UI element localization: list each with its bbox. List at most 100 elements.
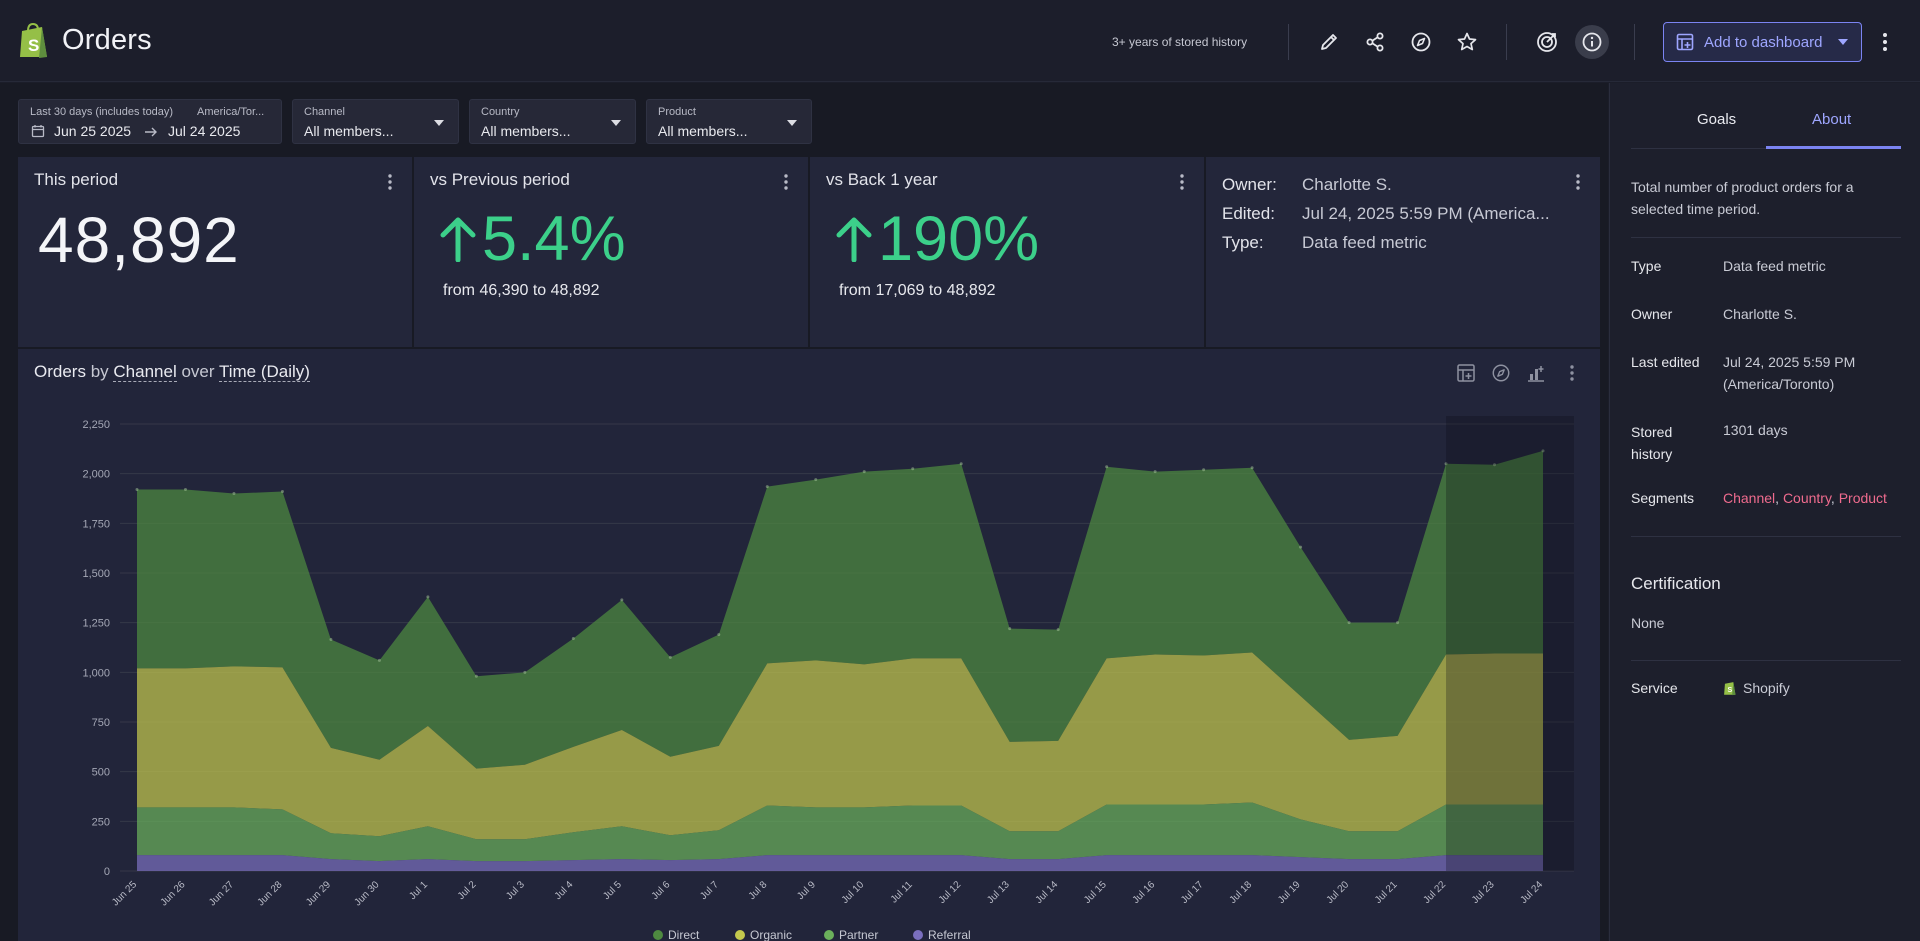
info-button[interactable] <box>1575 25 1609 59</box>
data-point-total <box>183 488 187 492</box>
x-tick-label: Jul 1 <box>407 879 430 902</box>
x-tick-label: Jul 24 <box>1518 879 1545 906</box>
favorite-button[interactable] <box>1450 25 1484 59</box>
y-tick-label: 500 <box>92 767 110 779</box>
card-menu-button[interactable] <box>778 171 794 193</box>
area-series-partner <box>137 802 1543 862</box>
meta-owner-label: Owner: <box>1222 175 1277 194</box>
segment-link-country[interactable]: Country <box>1782 490 1831 506</box>
more-vertical-icon <box>1883 33 1887 51</box>
add-to-dashboard-chart-button[interactable] <box>1453 360 1479 386</box>
dashboard-add-icon <box>1457 364 1475 382</box>
metric-meta-card: Owner: Charlotte S. Edited: Jul 24, 2025 5… <box>1206 157 1600 347</box>
certification-heading: Certification <box>1631 574 1721 593</box>
timezone-label: America/Tor... <box>197 106 265 118</box>
card-menu-button[interactable] <box>1174 171 1190 193</box>
card-title: vs Back 1 year <box>826 170 938 189</box>
more-options-button[interactable] <box>1874 27 1896 57</box>
explore-chart-button[interactable] <box>1488 360 1514 386</box>
y-tick-label: 1,000 <box>82 667 110 679</box>
data-point-total <box>1008 627 1012 631</box>
svg-text:S: S <box>1727 686 1732 694</box>
legend-label-organic: Organic <box>750 928 792 941</box>
last-edited-value: Jul 24, 2025 5:59 PM (America/Toronto) <box>1723 354 1856 392</box>
x-tick-label: Jun 26 <box>159 879 188 908</box>
x-tick-label: Jul 15 <box>1082 879 1109 906</box>
chart-title-over: over <box>181 362 215 381</box>
legend-marker-direct <box>653 930 663 940</box>
data-point-total <box>1299 545 1303 549</box>
x-tick-label: Jul 7 <box>698 879 721 902</box>
divider <box>1631 536 1901 537</box>
x-tick-label: Jul 14 <box>1034 879 1061 906</box>
last-edited-label: Last edited <box>1631 354 1700 370</box>
meta-edited: Edited: Jul 24, 2025 5:59 PM (America... <box>1222 204 1550 224</box>
date-range-filter[interactable]: Last 30 days (includes today) America/To… <box>18 99 282 144</box>
area-series-referral <box>137 855 1543 871</box>
x-tick-label: Jun 30 <box>353 879 382 908</box>
toolbar-divider <box>1506 24 1507 60</box>
data-point-total <box>474 674 478 678</box>
channel-filter[interactable]: Channel All members... <box>292 99 459 144</box>
data-point-total <box>1541 449 1545 453</box>
product-filter[interactable]: Product All members... <box>646 99 812 144</box>
tab-about[interactable]: About <box>1812 111 1852 128</box>
owner-value: Charlotte S. <box>1723 306 1797 322</box>
service-label: Service <box>1631 680 1678 696</box>
chart-time-link[interactable]: Time (Daily) <box>218 362 310 382</box>
chart-panel: Orders by Channel over Time (Daily) 0 250… <box>18 349 1600 941</box>
x-tick-label: Jul 22 <box>1422 879 1449 906</box>
chart-menu-button[interactable] <box>1559 360 1585 386</box>
divider <box>1631 660 1901 661</box>
star-icon <box>1457 32 1477 51</box>
explore-button[interactable] <box>1404 25 1438 59</box>
x-tick-label: Jun 25 <box>110 879 139 908</box>
edit-button[interactable] <box>1312 25 1346 59</box>
card-title: This period <box>34 170 119 189</box>
data-point-total <box>1250 466 1254 470</box>
about-sidebar: Goals About Total number of product orde… <box>1609 83 1920 941</box>
service-name: Shopify <box>1743 680 1790 696</box>
goals-button[interactable] <box>1530 25 1564 59</box>
data-point-total <box>329 638 333 642</box>
target-icon <box>1537 32 1557 52</box>
pencil-icon <box>1321 34 1337 50</box>
tab-goals[interactable]: Goals <box>1697 111 1737 128</box>
x-tick-label: Jul 17 <box>1179 879 1206 906</box>
share-button[interactable] <box>1358 25 1392 59</box>
certification-value: None <box>1631 615 1665 631</box>
x-tick-label: Jul 5 <box>601 879 624 902</box>
chart-dimension-link[interactable]: Channel <box>113 362 177 382</box>
y-tick-label: 1,500 <box>82 568 110 580</box>
incomplete-period-shade <box>1446 416 1574 871</box>
svg-text:S: S <box>28 36 39 55</box>
more-vertical-icon <box>784 174 788 190</box>
card-menu-button[interactable] <box>382 171 398 193</box>
segment-link-product[interactable]: Product <box>1838 490 1887 506</box>
chart-title-by: by <box>90 362 109 381</box>
segment-link-channel[interactable]: Channel <box>1723 490 1776 506</box>
data-point-total <box>232 492 236 496</box>
add-to-dashboard-button[interactable]: Add to dashboard <box>1663 22 1862 62</box>
shopify-icon: S <box>1724 682 1736 696</box>
more-vertical-icon <box>388 174 392 190</box>
type-label: Type <box>1631 258 1662 274</box>
x-tick-label: Jul 16 <box>1131 879 1158 906</box>
data-point-total <box>1444 462 1448 466</box>
metric-description: Total number of product orders for a sel… <box>1631 179 1854 217</box>
card-title: vs Previous period <box>430 170 570 189</box>
data-point-total <box>620 598 624 602</box>
legend-marker-organic <box>735 930 745 940</box>
country-filter[interactable]: Country All members... <box>469 99 636 144</box>
chevron-down-icon <box>611 120 621 126</box>
stacked-area-chart: 0 250 500 750 1,000 1,250 1,500 1,750 2,000 2,250… <box>82 416 1574 941</box>
card-menu-button[interactable] <box>1570 171 1586 193</box>
data-point-total <box>668 655 672 659</box>
data-point-total <box>959 462 963 466</box>
meta-type-label: Type: <box>1222 233 1264 252</box>
arrow-up-icon <box>440 217 476 262</box>
chart-type-button[interactable] <box>1523 360 1549 386</box>
add-to-dashboard-label: Add to dashboard <box>1704 33 1823 51</box>
legend-marker-partner <box>824 930 834 940</box>
previous-period-card: vs Previous period 5.4% from 46,390 to 4… <box>414 157 808 347</box>
